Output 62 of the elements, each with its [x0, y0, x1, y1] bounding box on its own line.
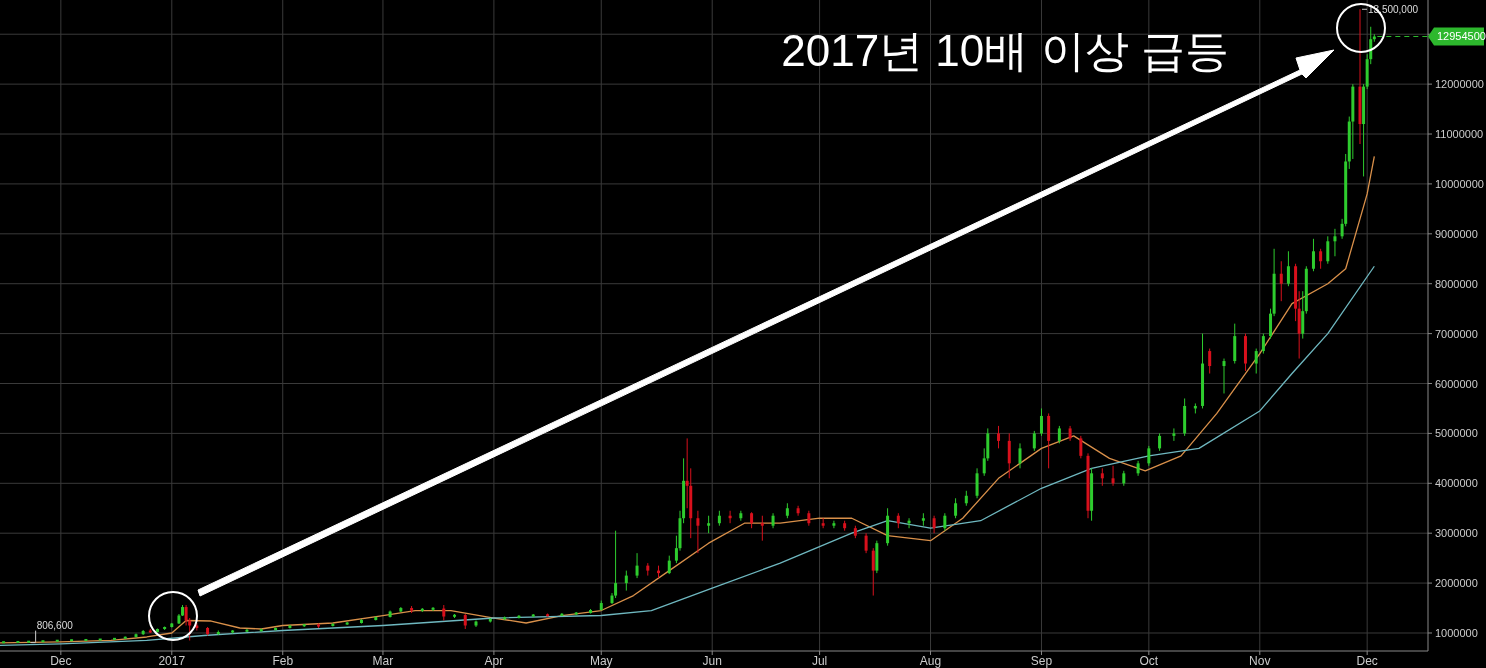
candlestick	[1311, 238, 1315, 272]
candlestick	[1039, 407, 1043, 437]
y-tick-label: 9000000	[1435, 227, 1478, 240]
x-tick-label: 2017	[158, 654, 186, 668]
y-tick-label: 10000000	[1435, 177, 1484, 190]
candlestick	[1254, 348, 1258, 375]
x-tick-label: Aug	[919, 654, 942, 668]
candlestick	[864, 532, 868, 554]
candlestick	[1018, 442, 1022, 469]
candlestick	[975, 467, 979, 499]
candlestick	[832, 520, 836, 529]
candlestick	[871, 547, 875, 597]
candlestick	[635, 552, 639, 579]
candlestick	[954, 497, 958, 519]
x-tick-label: Oct	[1139, 654, 1159, 668]
line-series	[0, 155, 1375, 644]
candlestick	[760, 515, 764, 542]
candlestick	[1286, 250, 1290, 287]
y-tick-label: 7000000	[1435, 327, 1478, 340]
x-tick-label: Apr	[484, 654, 504, 668]
x-tick-label: Nov	[1249, 654, 1271, 668]
candlestick	[624, 570, 628, 592]
annotation: 2017년 10배 이상 급등	[781, 26, 1229, 75]
candlestick	[517, 614, 521, 620]
y-tick-label: 3000000	[1435, 527, 1478, 540]
y-tick-label: 4000000	[1435, 477, 1478, 490]
y-tick-label: 2000000	[1435, 577, 1478, 590]
candlestick	[667, 555, 671, 575]
candlestick	[1261, 333, 1265, 355]
x-tick-label: Sep	[1030, 654, 1053, 668]
candlestick	[1208, 348, 1212, 375]
candlestick	[1222, 358, 1226, 394]
candlestick	[431, 606, 435, 612]
candlestick	[1301, 290, 1305, 340]
candlestick	[1279, 260, 1283, 302]
candlestick	[796, 505, 800, 517]
candlestick	[1079, 435, 1083, 459]
y-tick-label: 5000000	[1435, 427, 1478, 440]
y-tick-label: 6000000	[1435, 377, 1478, 390]
candlestick	[1147, 445, 1151, 467]
candlestick	[696, 510, 700, 554]
y-tick-label: 12000000	[1435, 78, 1484, 91]
x-tick-label: Dec	[50, 654, 72, 668]
candlestick	[1172, 427, 1176, 442]
y-tick-label: 11000000	[1435, 128, 1484, 141]
x-tick-label: May	[589, 654, 613, 668]
x-tick-label: Jun	[702, 654, 722, 668]
candlestick	[997, 425, 1001, 449]
line-series	[0, 265, 1375, 647]
candlestick	[1032, 430, 1036, 452]
y-tick-label: 8000000	[1435, 277, 1478, 290]
candlestick	[1111, 465, 1115, 487]
x-tick-label: Mar	[372, 654, 394, 668]
x-tick-label: Dec	[1356, 654, 1378, 668]
candlestick	[1333, 228, 1337, 257]
candlestick	[1326, 235, 1330, 265]
candlestick	[1319, 248, 1323, 270]
y-tick-label: 1000000	[1435, 626, 1478, 639]
x-tick-label: Jul	[811, 654, 828, 668]
annotation: 806,600	[36, 619, 74, 631]
x-tick-label: Feb	[272, 654, 294, 668]
candlestick	[1007, 432, 1011, 479]
